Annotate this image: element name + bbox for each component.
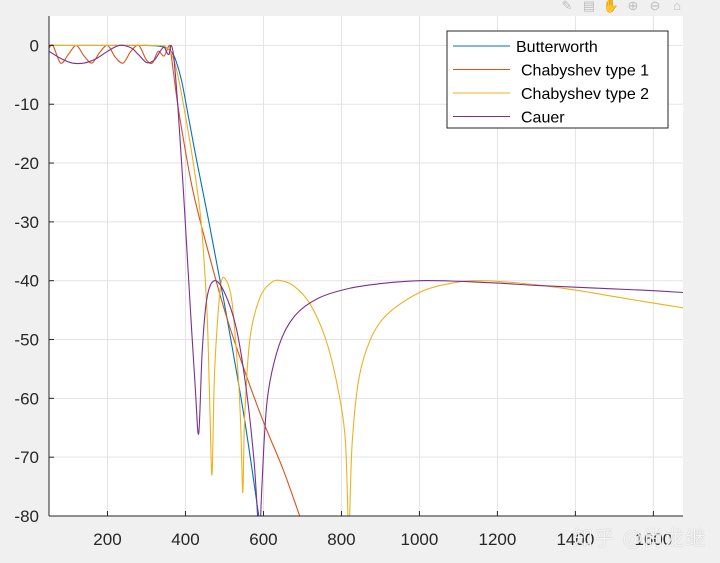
y-tick-label: 0 [30, 36, 39, 55]
legend-box [446, 30, 669, 129]
series-line-cauer [49, 44, 683, 516]
y-tick-label: -70 [14, 448, 39, 467]
legend-label: Butterworth [516, 39, 598, 56]
y-tick-label: -80 [14, 507, 39, 526]
x-tick-label: 1000 [401, 530, 439, 549]
series-line-chabyshev-type-1 [49, 44, 301, 516]
x-tick-label: 1200 [478, 530, 516, 549]
zoom-in-icon[interactable]: ⊕ [627, 0, 639, 13]
legend-label: Cauer [521, 110, 565, 127]
y-tick-label: -10 [14, 95, 39, 114]
x-tick-label: 800 [327, 530, 355, 549]
legend: Butterworth Chabyshev type 1 Chabyshev typ… [446, 30, 669, 129]
y-tick-label: -20 [14, 154, 39, 173]
x-tick-label: 600 [249, 530, 277, 549]
series-line-chabyshev-type-2 [49, 44, 683, 516]
y-tick-label: -40 [14, 272, 39, 291]
brush-icon[interactable]: ✎ [561, 0, 573, 13]
pan-icon[interactable]: ✋ [602, 0, 620, 13]
y-tick-label: -60 [14, 389, 39, 408]
watermark: 知乎 @尚龙继 [573, 526, 707, 550]
x-tick-label: 400 [171, 530, 199, 549]
zoom-out-icon[interactable]: ⊖ [649, 0, 661, 13]
legend-label: Chabyshev type 1 [521, 63, 649, 80]
y-tick-label: -50 [14, 331, 39, 350]
x-tick-label: 200 [93, 530, 121, 549]
series-lines [49, 44, 683, 516]
legend-label: Chabyshev type 2 [521, 86, 649, 103]
figure-toolbar: ✎ ▤ ✋ ⊕ ⊖ ⌂ [558, 0, 686, 14]
home-icon[interactable]: ⌂ [673, 0, 681, 13]
data-tips-icon[interactable]: ▤ [582, 0, 596, 13]
y-tick-label: -30 [14, 213, 39, 232]
x-tick-label: 1400 [556, 530, 594, 549]
axes: 200 400 600 800 1000 1200 1400 1600 0 -10 -20 -30 -4… [14, 16, 683, 549]
x-tick-label: 1600 [634, 530, 672, 549]
